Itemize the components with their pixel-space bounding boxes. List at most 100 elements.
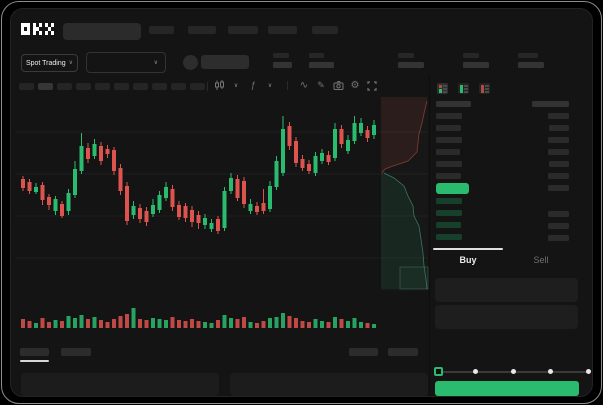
- chart-bottom-tab-1[interactable]: [61, 348, 91, 356]
- search-input[interactable]: [63, 23, 141, 40]
- candle-body: [118, 168, 123, 191]
- slider-stop-1[interactable]: [473, 369, 478, 374]
- market-type-selector[interactable]: Spot Trading ∨: [21, 54, 78, 72]
- slider-handle[interactable]: [434, 367, 443, 376]
- stat-value: [463, 62, 489, 68]
- candle-body: [320, 153, 324, 161]
- volume-bar: [352, 318, 357, 328]
- ask-row-price[interactable]: [436, 161, 462, 167]
- bid-row-price[interactable]: [436, 210, 462, 216]
- ask-row-amount[interactable]: [548, 173, 569, 179]
- ob-header-right[interactable]: [532, 101, 569, 107]
- volume-bar: [190, 319, 194, 328]
- slider-stop-2[interactable]: [510, 369, 516, 374]
- timeframe-button-3[interactable]: [76, 83, 91, 90]
- settings-icon[interactable]: ⚙: [350, 79, 360, 91]
- ask-row-amount[interactable]: [549, 125, 569, 131]
- timeframe-button-1[interactable]: [38, 83, 53, 90]
- volume-bar: [294, 318, 298, 328]
- timeframe-button-7[interactable]: [152, 83, 167, 90]
- timeframe-button-9[interactable]: [190, 83, 205, 90]
- chart-bottom-action-0[interactable]: [349, 348, 378, 356]
- last-price-right[interactable]: [548, 185, 569, 191]
- candle-body: [47, 197, 51, 205]
- candle-body: [242, 181, 246, 204]
- ask-row-price[interactable]: [436, 173, 461, 179]
- candle-type-icon[interactable]: [213, 80, 225, 91]
- volume-bar: [79, 315, 84, 328]
- timeframe-button-6[interactable]: [133, 83, 148, 90]
- line-wave-icon[interactable]: ∿: [299, 79, 309, 91]
- sell-tab-label: Sell: [533, 255, 549, 265]
- candle-body: [79, 146, 84, 171]
- strip: [438, 89, 442, 93]
- stat-value: [273, 62, 292, 68]
- ask-row-price[interactable]: [436, 149, 460, 155]
- volume-bar: [105, 322, 110, 328]
- chevron-down-icon[interactable]: ∨: [233, 82, 239, 89]
- bid-row-price[interactable]: [436, 222, 461, 228]
- bid-row-amount[interactable]: [548, 211, 569, 217]
- ask-row-price[interactable]: [436, 113, 462, 119]
- bottom-panel-1: [230, 373, 428, 396]
- volume-bar: [339, 319, 344, 328]
- indicators-icon[interactable]: ƒ: [250, 80, 256, 90]
- ask-row-amount[interactable]: [548, 149, 569, 155]
- stat-value: [398, 62, 424, 68]
- ask-row-price[interactable]: [436, 137, 462, 143]
- bid-row-amount[interactable]: [548, 223, 569, 229]
- ask-row-price[interactable]: [436, 125, 461, 131]
- book-bids-icon[interactable]: [458, 83, 469, 94]
- volume-bar: [164, 320, 168, 328]
- amount-field[interactable]: [435, 305, 578, 329]
- tab-buy[interactable]: Buy: [433, 253, 503, 267]
- book-asks-icon[interactable]: [479, 83, 490, 94]
- book-all-icon[interactable]: [437, 83, 448, 94]
- slider-stop-4[interactable]: [585, 369, 591, 374]
- candle-body: [183, 206, 188, 218]
- nav-item-4[interactable]: [312, 26, 338, 34]
- bid-row-amount[interactable]: [548, 235, 569, 241]
- chart-bottom-action-1[interactable]: [388, 348, 418, 356]
- candle-body: [300, 159, 305, 168]
- timeframe-button-2[interactable]: [57, 83, 72, 90]
- nav-item-2[interactable]: [228, 26, 258, 34]
- timeframe-button-5[interactable]: [114, 83, 129, 90]
- ask-row-amount[interactable]: [548, 113, 569, 119]
- line: [464, 91, 468, 93]
- candle-body: [125, 186, 129, 221]
- bid-row-price[interactable]: [436, 198, 462, 204]
- camera-icon[interactable]: [332, 80, 344, 91]
- nav-item-0[interactable]: [149, 26, 174, 34]
- chevron-down-icon[interactable]: ∨: [267, 82, 273, 89]
- price-field[interactable]: [435, 278, 578, 302]
- timeframe-button-0[interactable]: [19, 83, 34, 90]
- draw-icon[interactable]: ✎: [317, 80, 325, 90]
- ob-header-left[interactable]: [436, 101, 471, 107]
- volume-bar: [92, 317, 97, 328]
- pair-name-placeholder[interactable]: [201, 55, 249, 69]
- last-price-bar[interactable]: [436, 183, 469, 194]
- bid-row-price[interactable]: [436, 234, 462, 240]
- timeframe-toolbar: [19, 83, 205, 90]
- ask-row-amount[interactable]: [548, 137, 569, 143]
- toolbar-divider: [281, 80, 293, 91]
- fullscreen-icon[interactable]: [366, 80, 378, 91]
- volume-bar: [248, 322, 253, 328]
- candle-body: [144, 211, 149, 222]
- ask-row-amount[interactable]: [549, 161, 569, 167]
- timeframe-button-8[interactable]: [171, 83, 186, 90]
- candle-body: [365, 130, 370, 138]
- buy-submit-button[interactable]: [435, 381, 579, 396]
- chart-bottom-tab-0[interactable]: [20, 348, 49, 356]
- candle-body: [261, 203, 266, 211]
- okx-trading-window: Spot Trading ∨ ∨ ∨ ƒ ∨ ∿ ✎ ⚙ Buy Sell: [10, 8, 593, 397]
- pair-selector[interactable]: ∨: [86, 52, 166, 73]
- timeframe-button-4[interactable]: [95, 83, 110, 90]
- tab-sell[interactable]: Sell: [506, 253, 576, 267]
- volume-bar: [326, 322, 331, 328]
- slider-stop-3[interactable]: [548, 369, 553, 374]
- nav-item-3[interactable]: [268, 26, 297, 34]
- nav-item-1[interactable]: [188, 26, 216, 34]
- candle-body: [86, 148, 90, 159]
